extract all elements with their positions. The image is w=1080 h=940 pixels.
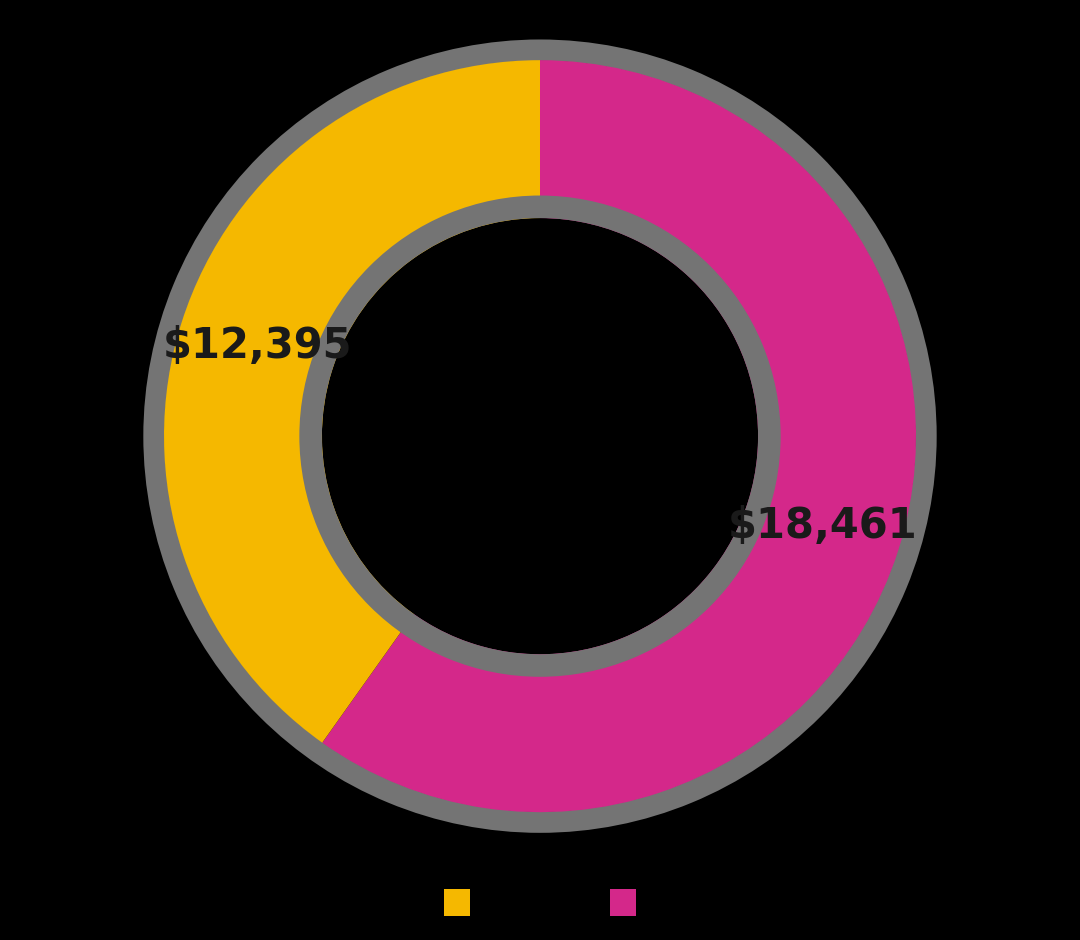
Bar [609, 889, 636, 916]
Wedge shape [322, 60, 916, 812]
Wedge shape [144, 39, 936, 833]
Text: $18,461: $18,461 [728, 506, 918, 547]
Text: $12,395: $12,395 [162, 325, 352, 367]
Wedge shape [164, 60, 540, 743]
Wedge shape [299, 196, 781, 677]
Bar [444, 889, 471, 916]
